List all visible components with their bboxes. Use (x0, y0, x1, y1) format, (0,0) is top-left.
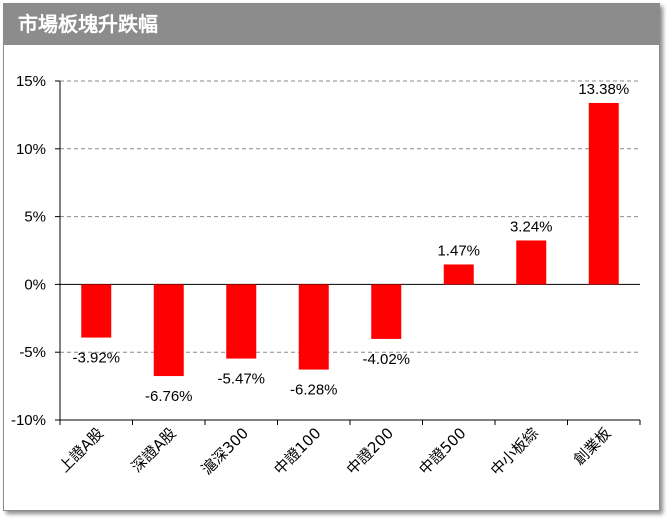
bars (81, 102, 619, 377)
chart-title: 市場板塊升跌幅 (4, 4, 659, 45)
bar (516, 240, 547, 285)
bar (371, 284, 402, 339)
y-tick-label: -5% (19, 344, 46, 361)
y-tick-label: 0% (24, 276, 46, 293)
category-label: 中小板綜 (487, 424, 542, 479)
category-label: 中證200 (343, 424, 397, 478)
bar (226, 284, 257, 359)
data-label: -6.76% (145, 388, 193, 405)
bar (443, 264, 474, 285)
data-label: 1.47% (437, 242, 480, 259)
category-label: 上證A股 (55, 424, 107, 476)
data-label: -4.02% (362, 351, 410, 368)
data-label: 13.38% (578, 81, 629, 98)
bar (81, 284, 112, 338)
chart-frame: 市場板塊升跌幅 (3, 3, 660, 511)
y-tick-label: 5% (24, 209, 46, 226)
category-label: 中證500 (415, 424, 469, 478)
category-label: 中證100 (270, 424, 324, 478)
category-label: 創業板 (570, 424, 615, 469)
category-label: 滬深300 (198, 424, 252, 478)
bar (153, 284, 184, 377)
data-label: -6.28% (290, 382, 338, 399)
data-label: -5.47% (217, 371, 265, 388)
data-label: 3.24% (510, 218, 553, 235)
y-tick-label: -10% (11, 412, 46, 429)
bar (298, 284, 329, 370)
category-label: 深證A股 (128, 424, 180, 476)
axes (55, 80, 641, 425)
bar (588, 102, 619, 285)
grid-lines (60, 80, 640, 421)
data-label: -3.92% (72, 350, 120, 367)
y-tick-label: 15% (16, 73, 46, 90)
y-tick-label: 10% (16, 141, 46, 158)
